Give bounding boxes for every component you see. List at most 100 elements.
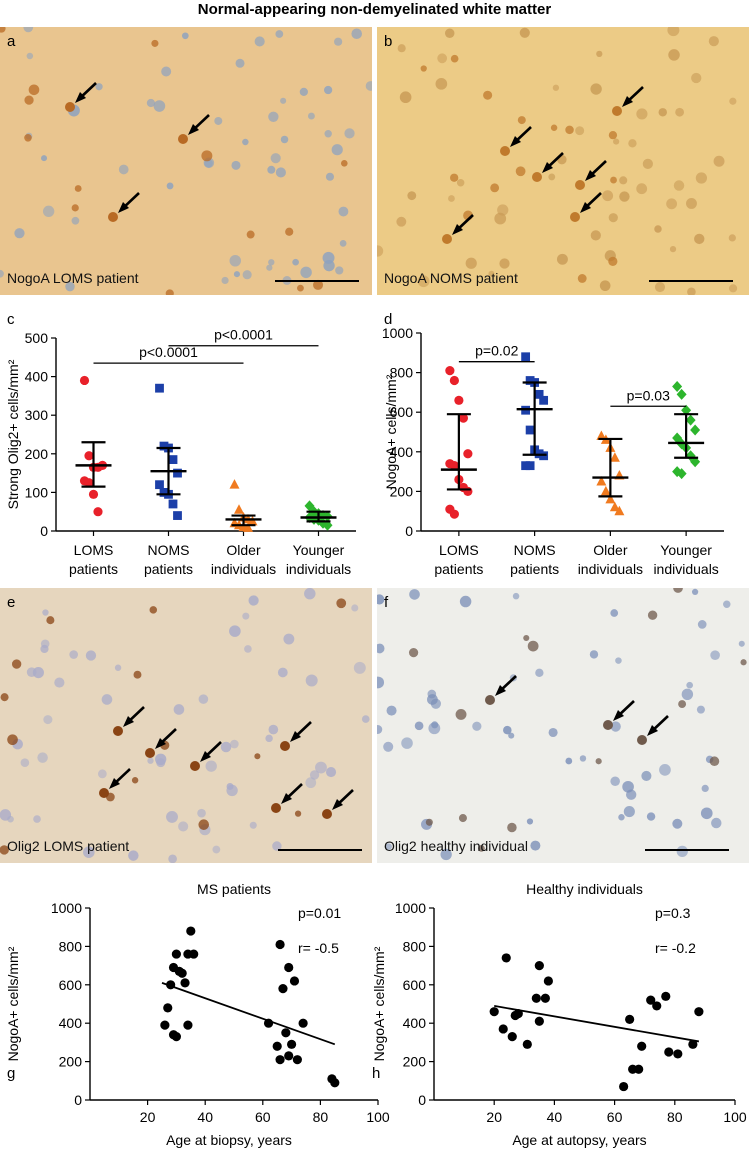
- x-tick-label: 60: [255, 1109, 271, 1125]
- stained-cell: [515, 166, 526, 177]
- nucleus: [344, 128, 355, 139]
- stained-cell: [500, 146, 510, 156]
- p-value-label: p=0.03: [627, 387, 670, 403]
- nucleus: [275, 167, 286, 178]
- nucleus: [519, 27, 530, 38]
- stained-cell: [577, 274, 587, 283]
- data-point: [672, 380, 683, 392]
- data-point: [596, 476, 607, 486]
- data-point: [229, 479, 240, 489]
- stained-cell: [280, 741, 290, 751]
- nucleus: [396, 216, 407, 227]
- data-point: [163, 1003, 173, 1013]
- category-label: patients: [144, 561, 193, 577]
- stained-cell: [678, 700, 687, 709]
- nucleus: [353, 661, 366, 674]
- nucleus: [696, 705, 705, 714]
- category-label: patients: [69, 561, 118, 577]
- nucleus: [619, 176, 628, 185]
- nucleus: [552, 84, 560, 91]
- y-tick-label: 200: [390, 483, 414, 499]
- nucleus: [114, 664, 122, 671]
- micrograph-image-e: [0, 588, 372, 863]
- nucleus: [351, 28, 362, 40]
- arrow-icon: [200, 741, 222, 762]
- p-value-label: p=0.3: [655, 905, 691, 921]
- data-point: [652, 1001, 662, 1011]
- stained-cell: [271, 803, 281, 813]
- panel-letter-f: f: [384, 594, 389, 611]
- nucleus: [292, 258, 299, 266]
- data-point: [619, 1081, 629, 1092]
- category-label: individuals: [211, 561, 276, 577]
- data-point: [507, 1032, 517, 1042]
- micrograph-panel-a: a NogoA LOMS patient: [0, 27, 372, 295]
- nucleus: [71, 216, 80, 225]
- nucleus: [409, 589, 420, 600]
- stained-cell: [24, 134, 32, 142]
- stained-cell: [149, 606, 158, 614]
- stained-cell: [603, 720, 613, 730]
- nucleus: [697, 620, 707, 629]
- nucleus: [728, 234, 736, 242]
- data-point: [543, 976, 553, 986]
- y-tick-label: 200: [59, 1054, 83, 1070]
- stained-cell: [340, 160, 348, 167]
- p-value-label: p<0.0001: [139, 344, 198, 360]
- nucleus: [407, 191, 417, 201]
- stained-cell: [99, 788, 109, 798]
- chart-h: h 0 200 400 600 800 1000 NogoA+ cells/mm² 20 40 60…: [371, 881, 747, 1148]
- nucleus: [242, 270, 252, 280]
- data-point: [690, 456, 701, 468]
- nucleus: [325, 767, 337, 778]
- nucleus: [128, 850, 139, 861]
- stained-cell: [0, 693, 9, 702]
- nucleus: [267, 165, 276, 174]
- nucleus: [448, 195, 455, 202]
- y-tick-label: 1000: [51, 900, 82, 916]
- nucleus: [0, 809, 12, 821]
- nucleus: [729, 97, 737, 105]
- stained-cell: [71, 204, 79, 212]
- data-point: [177, 968, 187, 978]
- stained-cell: [442, 234, 452, 244]
- stained-cell: [425, 818, 433, 826]
- nucleus: [147, 757, 154, 764]
- category-label: Younger: [660, 542, 712, 558]
- category-label: individuals: [286, 561, 351, 577]
- nucleus: [118, 164, 129, 175]
- data-point: [272, 1041, 282, 1051]
- nucleus: [383, 741, 394, 752]
- nucleus: [646, 812, 656, 821]
- series-older-individuals: [225, 479, 262, 532]
- nucleus: [435, 77, 448, 90]
- stained-cell: [458, 814, 467, 823]
- data-point: [664, 1047, 674, 1057]
- stained-cell: [108, 212, 118, 222]
- nucleus: [197, 808, 206, 818]
- stained-cell: [485, 695, 495, 705]
- stained-cell: [420, 65, 427, 72]
- data-point: [694, 1007, 704, 1017]
- stained-cell: [145, 748, 155, 758]
- nucleus: [610, 721, 621, 732]
- data-point: [180, 978, 190, 988]
- nucleus: [548, 173, 556, 181]
- nucleus: [427, 694, 438, 705]
- nucleus: [711, 817, 722, 829]
- nucleus: [658, 108, 667, 117]
- nucleus: [444, 28, 455, 38]
- stained-cell: [246, 230, 255, 239]
- nucleus: [338, 206, 349, 217]
- arrow-icon: [647, 715, 669, 736]
- nucleus: [666, 198, 678, 210]
- data-point: [84, 451, 94, 461]
- nucleus: [26, 667, 37, 678]
- nucleus: [465, 257, 477, 269]
- scale-bar: [278, 849, 362, 851]
- data-point: [637, 1041, 647, 1051]
- data-point: [625, 1014, 635, 1024]
- micrograph-panel-e: e Olig2 LOMS patient: [0, 588, 372, 863]
- nucleus: [713, 155, 725, 167]
- data-point: [284, 962, 294, 973]
